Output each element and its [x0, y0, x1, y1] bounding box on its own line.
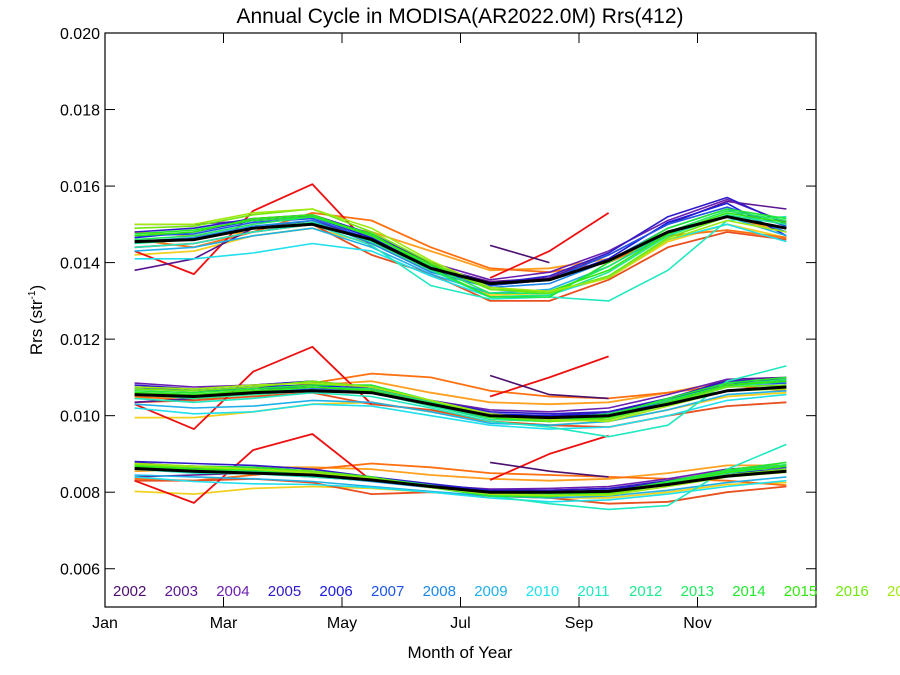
- y-axis-title-main: Rrs (str: [27, 299, 46, 355]
- x-tick-label: Jan: [92, 615, 118, 632]
- legend-item-2014: 2014: [732, 583, 765, 600]
- y-tick-label: 0.010: [60, 409, 100, 426]
- y-axis-title-sup: -1: [27, 290, 38, 299]
- legend-item-2011: 2011: [577, 583, 609, 600]
- series-2017-middle-line: [134, 382, 787, 423]
- series-2009-lower-line: [134, 474, 787, 499]
- legend: 2002 2003 2004 2005 2006 2007 2008 2009 2010 2011…: [113, 583, 900, 600]
- y-axis-title-close: ): [27, 285, 46, 291]
- legend-item-2012: 2012: [629, 583, 662, 600]
- legend-item-2006: 2006: [319, 583, 352, 600]
- y-tick-label: 0.018: [60, 103, 100, 120]
- series-2017-upper-line: [134, 208, 787, 293]
- y-tick-label: 0.014: [60, 256, 100, 273]
- series-extra-3-middle-line: [134, 391, 787, 429]
- series-extra-4-middle-line: [134, 345, 373, 431]
- legend-item-2010: 2010: [526, 583, 559, 600]
- series-extra-4-lower-line: [134, 433, 373, 504]
- series-extra-4-lower-line: [489, 434, 609, 481]
- series-extra-4-upper-line: [489, 212, 610, 279]
- climatology-upper-line: [134, 215, 787, 286]
- series-2011-upper-line: [134, 215, 787, 302]
- climatology-middle-line: [134, 385, 787, 420]
- y-tick-label: 0.020: [60, 26, 100, 43]
- x-tick-label: Jul: [450, 615, 470, 632]
- series-2002-upper-line: [489, 244, 550, 264]
- x-tick-label: Nov: [683, 615, 711, 632]
- legend-item-2008: 2008: [423, 583, 456, 600]
- series-2011-middle-line: [134, 365, 787, 438]
- series-2010-lower-line: [134, 476, 787, 503]
- x-axis-title: Month of Year: [408, 643, 513, 662]
- y-axis: 0.006 0.008 0.010 0.012 0.014 0.016 0.018 0.020: [60, 26, 816, 579]
- y-axis-title: Rrs (str-1): [27, 285, 46, 355]
- series-2007-upper-line: [134, 206, 787, 287]
- chart-title: Annual Cycle in MODISA(AR2022.0M) Rrs(41…: [237, 5, 684, 28]
- y-tick-label: 0.012: [60, 332, 100, 349]
- series-extra-4-middle-line: [489, 355, 609, 398]
- y-tick-label: 0.008: [60, 485, 100, 502]
- x-tick-label: May: [327, 615, 357, 632]
- x-tick-label: Sep: [565, 615, 594, 632]
- series-2010-middle-line: [134, 393, 787, 430]
- series-2014-lower-line: [134, 461, 787, 498]
- legend-item-2003: 2003: [165, 583, 198, 600]
- series-2009-middle-line: [134, 390, 787, 427]
- plot-frame: [104, 32, 817, 608]
- series-2002-lower-line: [489, 461, 609, 478]
- legend-item-2017: 2017: [887, 583, 900, 600]
- legend-item-2013: 2013: [681, 583, 714, 600]
- legend-item-2005: 2005: [268, 583, 301, 600]
- series-2014-upper-line: [134, 208, 787, 298]
- series-2002-middle-line: [489, 374, 609, 400]
- legend-item-2004: 2004: [216, 583, 249, 600]
- legend-item-2007: 2007: [371, 583, 404, 600]
- legend-item-2015: 2015: [784, 583, 817, 600]
- x-tick-label: Mar: [210, 615, 238, 632]
- legend-item-2016: 2016: [835, 583, 868, 600]
- x-axis: Jan Mar May Jul Sep Nov: [92, 33, 712, 632]
- series-extra-4-upper-line: [134, 183, 373, 276]
- y-tick-label: 0.016: [60, 179, 100, 196]
- plot-area: [134, 183, 787, 511]
- y-tick-label: 0.006: [60, 562, 100, 579]
- climatology-lower-line: [134, 467, 787, 494]
- legend-item-2002: 2002: [113, 583, 146, 600]
- legend-item-2009: 2009: [474, 583, 507, 600]
